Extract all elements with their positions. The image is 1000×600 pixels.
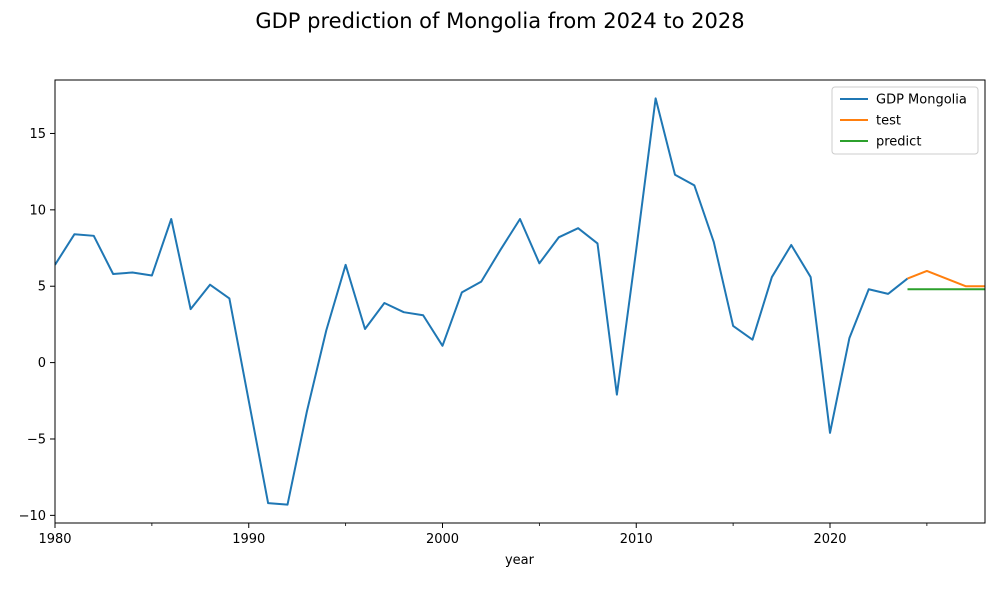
legend-box: [831, 86, 979, 155]
y-tick-label: 0: [38, 356, 46, 371]
y-tick-label: −10: [19, 509, 46, 524]
y-tick-label: 5: [38, 280, 46, 295]
chart-title: GDP prediction of Mongolia from 2024 to …: [255, 9, 744, 33]
series-line-gdp-mongolia: [55, 97, 909, 506]
x-tick-label: 2020: [813, 532, 846, 547]
plot-area: [55, 97, 985, 506]
y-tick-label: 15: [29, 127, 46, 142]
x-axis-label: year: [505, 553, 535, 568]
x-tick-label: 2010: [620, 532, 653, 547]
y-tick-label: 10: [29, 203, 46, 218]
series-line-test: [907, 269, 985, 288]
legend: GDP Mongolia test predict: [831, 86, 979, 155]
legend-label-test: test: [876, 114, 901, 129]
x-tick-label: 1980: [38, 532, 71, 547]
x-tick-label: 1990: [232, 532, 265, 547]
x-tick-label: 2000: [426, 532, 459, 547]
legend-label-gdp-mongolia: GDP Mongolia: [876, 93, 967, 108]
y-tick-label: −5: [27, 432, 46, 447]
axes-frame: [54, 79, 986, 524]
legend-label-predict: predict: [876, 135, 921, 150]
